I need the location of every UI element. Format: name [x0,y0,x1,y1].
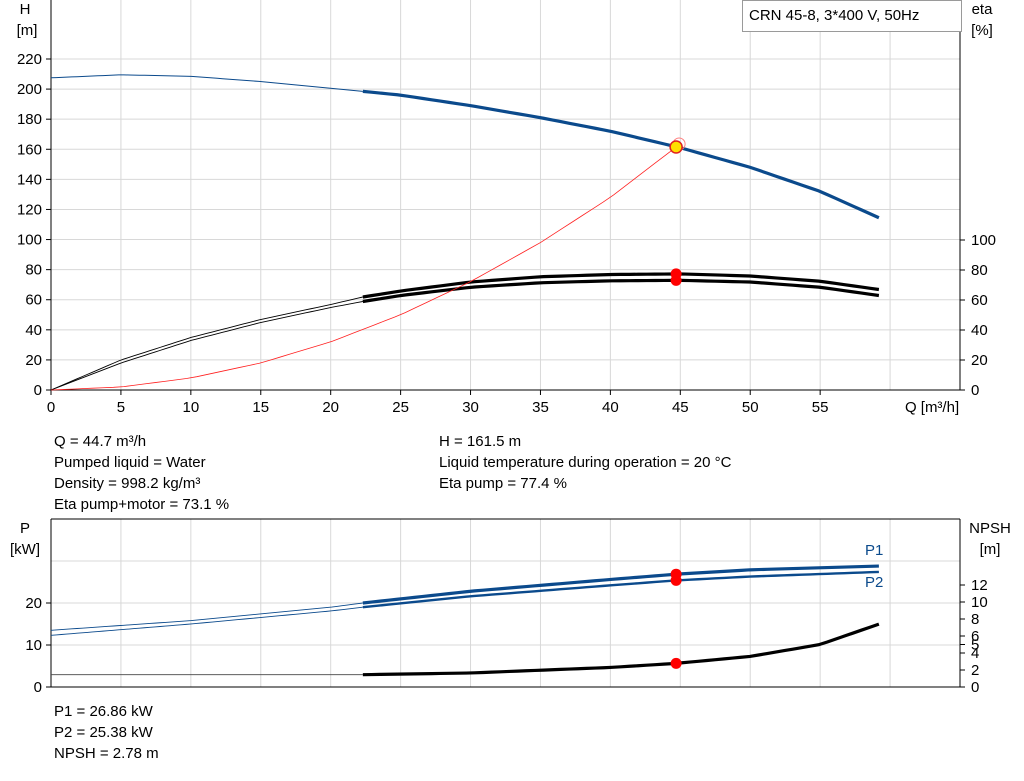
y-left-axis-label: H [20,1,31,18]
info-upper-left: Q = 44.7 m³/h Pumped liquid = Water Dens… [54,431,229,515]
x-axis-label: Q [m³/h] [905,399,959,416]
info-eta-pump: Eta pump = 77.4 % [439,475,567,492]
p-tick-label: 20 [25,595,42,612]
y-left-tick-label: 60 [25,292,42,309]
info-eta-total: Eta pump+motor = 73.1 % [54,496,230,513]
curve-eta-pump-motor-extended [50,301,363,391]
y-left-tick-label: 80 [25,262,42,279]
npsh-axis-label: NPSH [969,520,1011,537]
curve-eta-pump [362,272,880,299]
curve-p1-extended [50,602,363,631]
curve-h-extended [50,74,363,92]
y-right-tick-label: 80 [971,262,988,279]
duty-point-eta-total [670,274,682,286]
y-right-tick-label: 20 [971,352,988,369]
y-right-tick-label: 40 [971,322,988,339]
info-density: Density = 998.2 kg/m³ [54,475,201,492]
y-left-tick-label: 100 [17,232,42,249]
x-tick-label: 5 [117,399,125,416]
curve-eta-pump-extended [50,296,363,391]
y-left-tick-label: 220 [17,51,42,68]
y-left-axis-unit: [m] [17,22,38,39]
npsh-tick-label: 5 [971,637,979,654]
x-tick-label: 0 [47,399,55,416]
x-tick-label: 35 [532,399,549,416]
x-tick-label: 50 [742,399,759,416]
curve-eta-pump-motor [362,278,880,304]
legend-p2: P2 [865,574,883,591]
duty-point-head [669,140,683,154]
curve-system [50,146,677,391]
x-tick-label: 30 [462,399,479,416]
info-flow: Q = 44.7 m³/h [54,433,147,450]
npsh-tick-label: 12 [971,577,988,594]
x-tick-label: 40 [602,399,619,416]
legend-p1: P1 [865,542,883,559]
npsh-tick-label: 0 [971,679,979,696]
info-lower: P1 = 26.86 kW P2 = 25.38 kW NPSH = 2.78 … [54,701,159,764]
npsh-tick-label: 6 [971,628,979,645]
npsh-tick-label: 10 [971,594,988,611]
pump-title: CRN 45-8, 3*400 V, 50Hz [749,7,920,24]
info-liquid: Pumped liquid = Water [54,454,206,471]
y-left-tick-label: 20 [25,352,42,369]
npsh-tick-label: 8 [971,611,979,628]
curve-p2-extended [50,606,363,636]
y-left-tick-label: 180 [17,111,42,128]
npsh-tick-label: 4 [971,645,979,662]
info-upper-right: H = 161.5 m Liquid temperature during op… [439,431,731,494]
y-right-axis-label: eta [972,1,994,18]
p-axis-unit: [kW] [10,541,40,558]
curve-npsh [362,622,880,677]
y-left-tick-label: 200 [17,81,42,98]
curve-h [362,89,880,220]
x-tick-label: 55 [812,399,829,416]
info-npsh: NPSH = 2.78 m [54,745,159,762]
y-right-tick-label: 60 [971,292,988,309]
y-left-tick-label: 0 [34,382,42,399]
info-temperature: Liquid temperature during operation = 20… [439,454,732,471]
curve-p1 [362,564,879,605]
y-right-tick-label: 0 [971,382,979,399]
x-tick-label: 45 [672,399,689,416]
npsh-axis-unit: [m] [980,541,1001,558]
upper-plot-area [51,0,960,390]
p-axis-label: P [20,520,30,537]
x-tick-label: 20 [322,399,339,416]
info-head: H = 161.5 m [439,433,522,450]
npsh-tick-label: 2 [971,662,979,679]
y-right-tick-label: 100 [971,232,996,249]
x-tick-label: 15 [252,399,269,416]
y-left-tick-label: 40 [25,322,42,339]
x-tick-label: 25 [392,399,409,416]
curve-p2 [362,570,879,609]
y-left-tick-label: 120 [17,201,42,218]
y-left-tick-label: 160 [17,141,42,158]
p-tick-label: 0 [34,679,42,696]
info-p1: P1 = 26.86 kW [54,703,153,720]
x-tick-label: 10 [183,399,200,416]
y-right-axis-unit: [%] [971,22,993,39]
info-p2: P2 = 25.38 kW [54,724,153,741]
y-left-tick-label: 140 [17,171,42,188]
pump-title-box: CRN 45-8, 3*400 V, 50Hz [742,0,962,32]
duty-point-npsh [670,657,682,669]
duty-point-p2 [670,574,682,586]
p-tick-label: 10 [25,637,42,654]
